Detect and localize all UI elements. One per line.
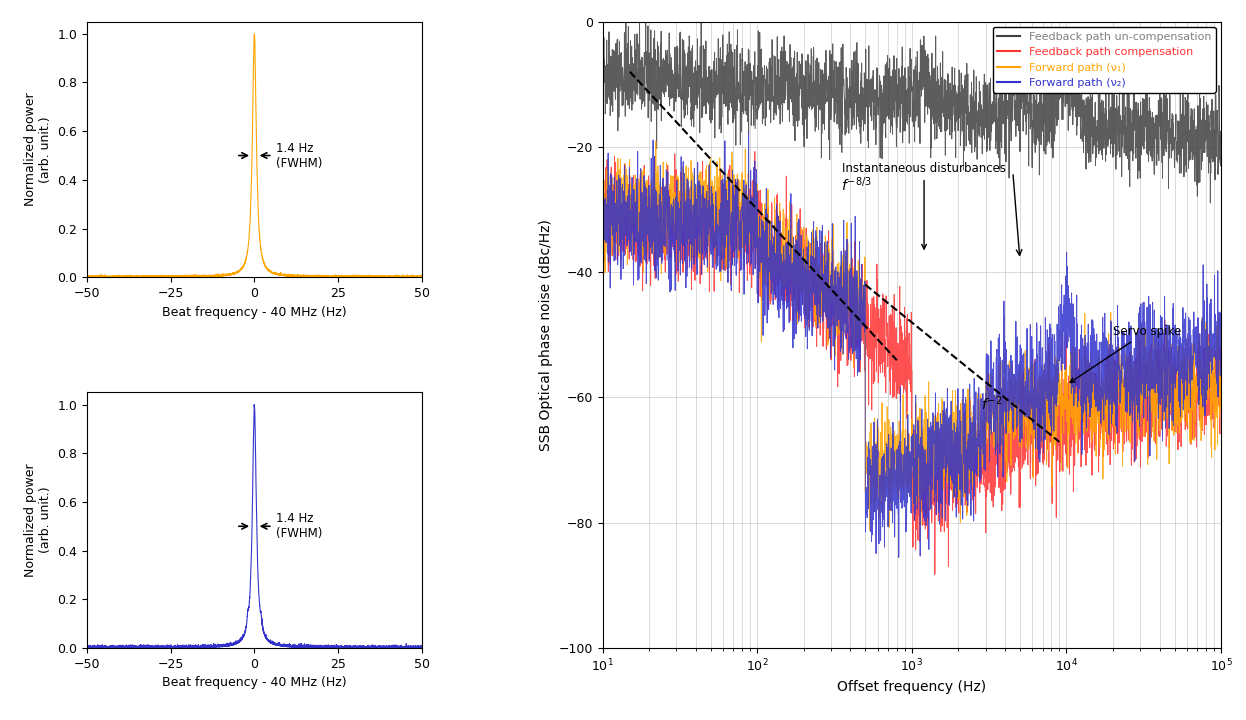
Forward path (ν₁): [665, 196, 680, 204]
Text: Servo spike: Servo spike: [1070, 325, 1181, 382]
Forward path (ν₂): [860, 485, 875, 493]
Forward path (ν₁): [648, 137, 663, 145]
Feedback path un-compensation: [860, 99, 875, 108]
Line: Feedback path compensation: Feedback path compensation: [603, 152, 1221, 575]
Forward path (ν₂): [832, 292, 847, 301]
Forward path (ν₁): [832, 308, 847, 317]
Forward path (ν₂): [596, 184, 611, 193]
Forward path (ν₂): [1135, 344, 1150, 353]
Feedback path compensation: [1202, 390, 1217, 398]
Forward path (ν₂): [741, 128, 756, 137]
Line: Forward path (ν₂): Forward path (ν₂): [603, 132, 1221, 557]
Line: Feedback path un-compensation: Feedback path un-compensation: [603, 0, 1221, 203]
Feedback path un-compensation: [1135, 116, 1150, 125]
Feedback path un-compensation: [665, 86, 680, 95]
Feedback path compensation: [665, 222, 680, 231]
Forward path (ν₂): [703, 220, 718, 228]
Forward path (ν₁): [1202, 359, 1217, 367]
Feedback path compensation: [927, 570, 942, 579]
Text: $f^{-8/3}$: $f^{-8/3}$: [841, 175, 872, 194]
Forward path (ν₂): [665, 240, 680, 248]
X-axis label: Beat frequency - 40 MHz (Hz): Beat frequency - 40 MHz (Hz): [162, 676, 346, 689]
Forward path (ν₂): [1202, 369, 1217, 377]
Feedback path un-compensation: [703, 67, 718, 76]
Feedback path compensation: [748, 148, 763, 156]
Forward path (ν₁): [1135, 364, 1150, 372]
Forward path (ν₁): [596, 186, 611, 194]
Forward path (ν₁): [1214, 401, 1229, 410]
Line: Forward path (ν₁): Forward path (ν₁): [603, 141, 1221, 530]
Forward path (ν₁): [860, 469, 875, 478]
Text: Instantaneous disturbances: Instantaneous disturbances: [842, 162, 1006, 249]
Feedback path compensation: [832, 285, 847, 294]
X-axis label: Offset frequency (Hz): Offset frequency (Hz): [837, 680, 987, 694]
Feedback path compensation: [860, 291, 875, 300]
Text: 1.4 Hz
(FWHM): 1.4 Hz (FWHM): [277, 512, 323, 540]
Y-axis label: SSB Optical phase noise (dBc/Hz): SSB Optical phase noise (dBc/Hz): [540, 219, 553, 451]
Forward path (ν₂): [1214, 350, 1229, 359]
Feedback path compensation: [703, 229, 718, 238]
Forward path (ν₁): [703, 158, 718, 166]
X-axis label: Beat frequency - 40 MHz (Hz): Beat frequency - 40 MHz (Hz): [162, 305, 346, 318]
Feedback path un-compensation: [596, 56, 611, 65]
Forward path (ν₁): [862, 526, 877, 534]
Feedback path un-compensation: [1202, 199, 1217, 207]
Feedback path compensation: [1135, 360, 1150, 369]
Feedback path compensation: [1214, 364, 1229, 372]
Feedback path un-compensation: [1214, 138, 1229, 146]
Legend: Feedback path un-compensation, Feedback path compensation, Forward path (ν₁), Fo: Feedback path un-compensation, Feedback …: [993, 27, 1216, 93]
Text: $f^{-2}$: $f^{-2}$: [981, 395, 1002, 413]
Y-axis label: Normalized power
(arb. unit.): Normalized power (arb. unit.): [24, 93, 52, 206]
Feedback path un-compensation: [1201, 143, 1216, 152]
Text: 1.4 Hz
(FWHM): 1.4 Hz (FWHM): [277, 142, 323, 169]
Feedback path compensation: [596, 246, 611, 254]
Y-axis label: Normalized power
(arb. unit.): Normalized power (arb. unit.): [24, 464, 52, 577]
Forward path (ν₂): [891, 553, 906, 562]
Feedback path un-compensation: [832, 140, 847, 149]
